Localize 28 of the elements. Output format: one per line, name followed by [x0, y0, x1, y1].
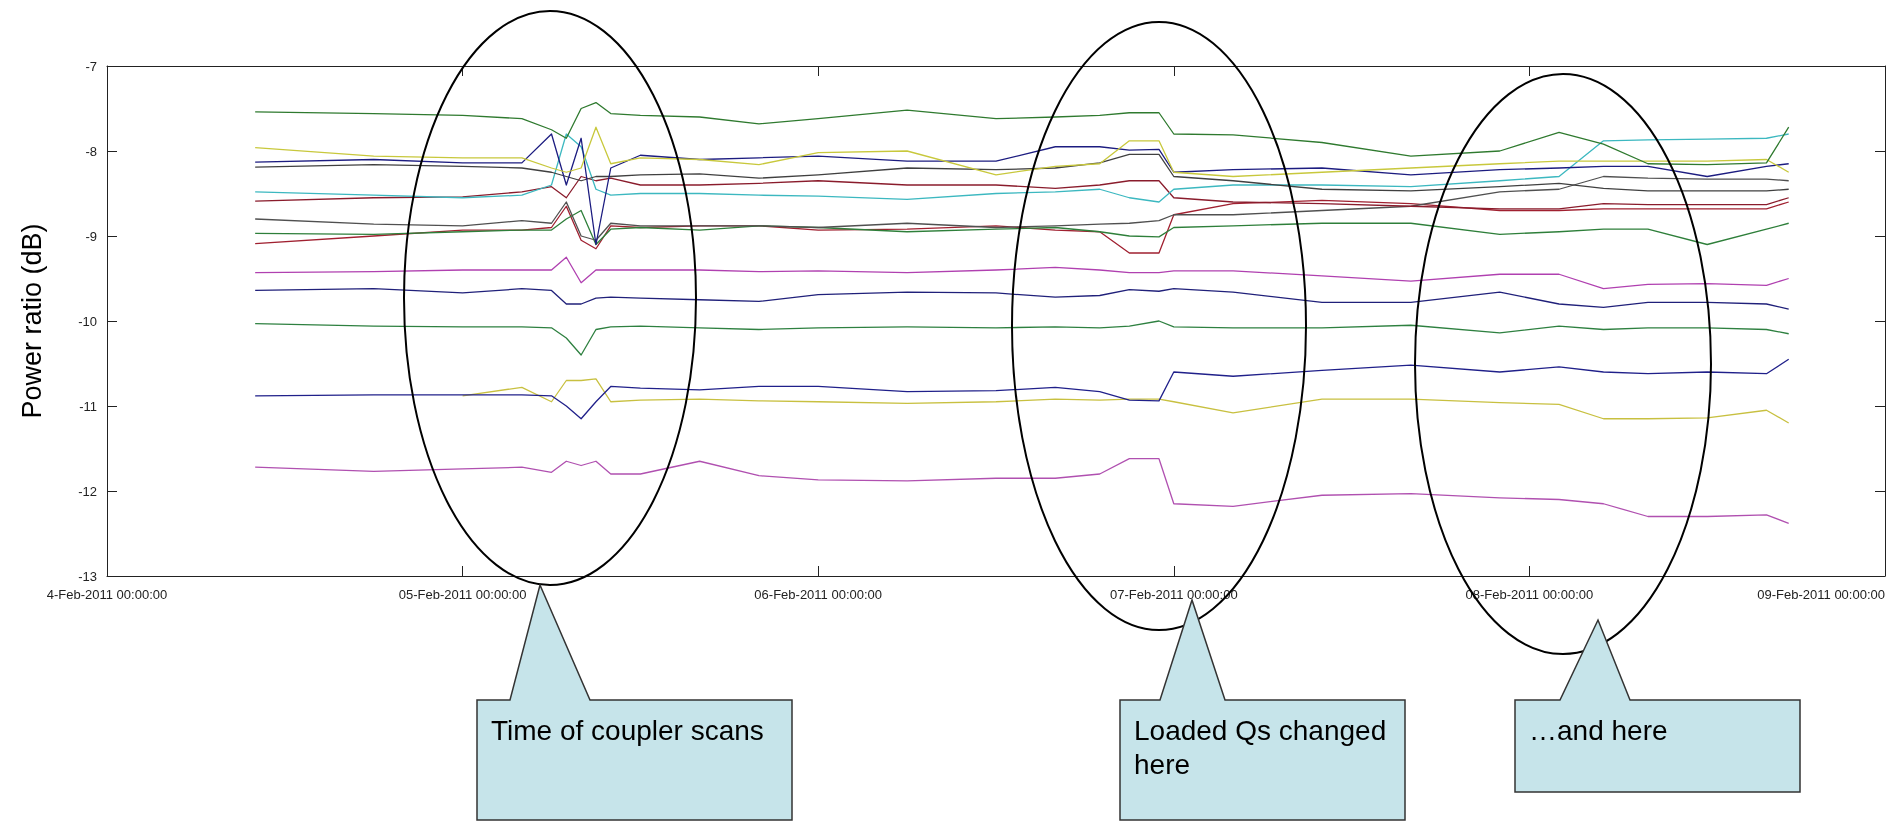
text: …and here [1529, 714, 1669, 748]
line-series [254, 175, 1790, 210]
line-series [254, 320, 1790, 356]
x-tick-label: 4-Feb-2011 00:00:00 [46, 587, 168, 602]
x-tick-label: 06-Feb-2011 00:00:00 [754, 587, 883, 602]
line-series [254, 458, 1790, 524]
line-series [254, 288, 1790, 310]
line-series [254, 256, 1790, 290]
x-tick-label: 05-Feb-2011 00:00:00 [398, 587, 527, 602]
y-tick-label: -10 [78, 313, 97, 329]
y-tick-label: -13 [78, 568, 97, 584]
y-tick-label: -12 [78, 483, 97, 499]
line-series [254, 101, 1790, 166]
line-series [254, 133, 1790, 246]
y-tick-label: -8 [85, 143, 97, 159]
x-tick-label: 09-Feb-2011 00:00:00 [1757, 587, 1885, 602]
text: Loaded Qs changed here [1134, 714, 1388, 782]
y-tick-label: -7 [85, 58, 97, 74]
line-series [254, 126, 1790, 178]
line-series [254, 153, 1790, 192]
y-tick-label: -11 [79, 398, 97, 414]
y-tick-label: -9 [85, 228, 97, 244]
text: Time of coupler scans [491, 714, 765, 748]
y-axis-title: Power ratio (dB) [16, 223, 47, 419]
line-series [254, 209, 1790, 246]
line-series [254, 175, 1790, 241]
line-series [254, 133, 1790, 203]
line-series [254, 358, 1790, 420]
